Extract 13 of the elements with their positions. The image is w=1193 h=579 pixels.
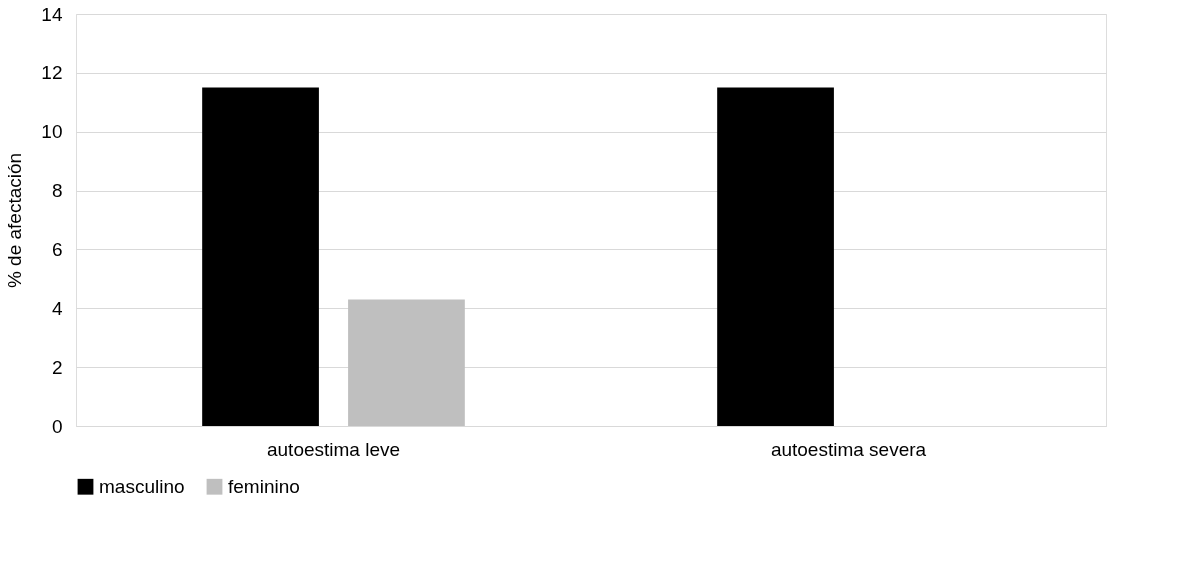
legend-label: feminino (228, 475, 300, 497)
y-tick-label: 12 (41, 62, 63, 84)
y-tick-label: 8 (51, 180, 63, 202)
y-tick-label: 0 (51, 415, 63, 437)
x-tick-label: autoestima leve (266, 438, 401, 460)
y-tick-label: 6 (51, 238, 63, 260)
y-tick-label: 4 (51, 297, 63, 319)
legend-label: masculino (99, 475, 185, 497)
y-tick-label: 10 (41, 121, 63, 143)
x-tick-label: autoestima severa (770, 438, 927, 460)
y-axis-title: % de afectación (4, 152, 26, 289)
y-tick-label: 2 (51, 356, 63, 378)
y-tick-label: 14 (41, 3, 63, 25)
